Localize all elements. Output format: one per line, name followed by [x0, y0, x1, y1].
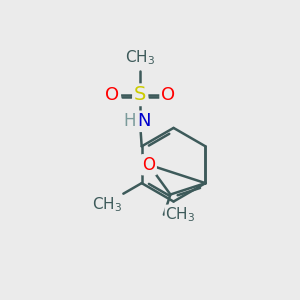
Text: O: O: [105, 86, 119, 104]
Text: N: N: [137, 112, 151, 130]
Text: H: H: [124, 112, 136, 130]
Text: CH$_3$: CH$_3$: [125, 48, 155, 67]
Text: O: O: [142, 156, 155, 174]
Text: O: O: [161, 86, 175, 104]
Text: CH$_3$: CH$_3$: [165, 205, 196, 224]
Text: S: S: [134, 85, 146, 104]
Text: CH$_3$: CH$_3$: [92, 195, 122, 214]
